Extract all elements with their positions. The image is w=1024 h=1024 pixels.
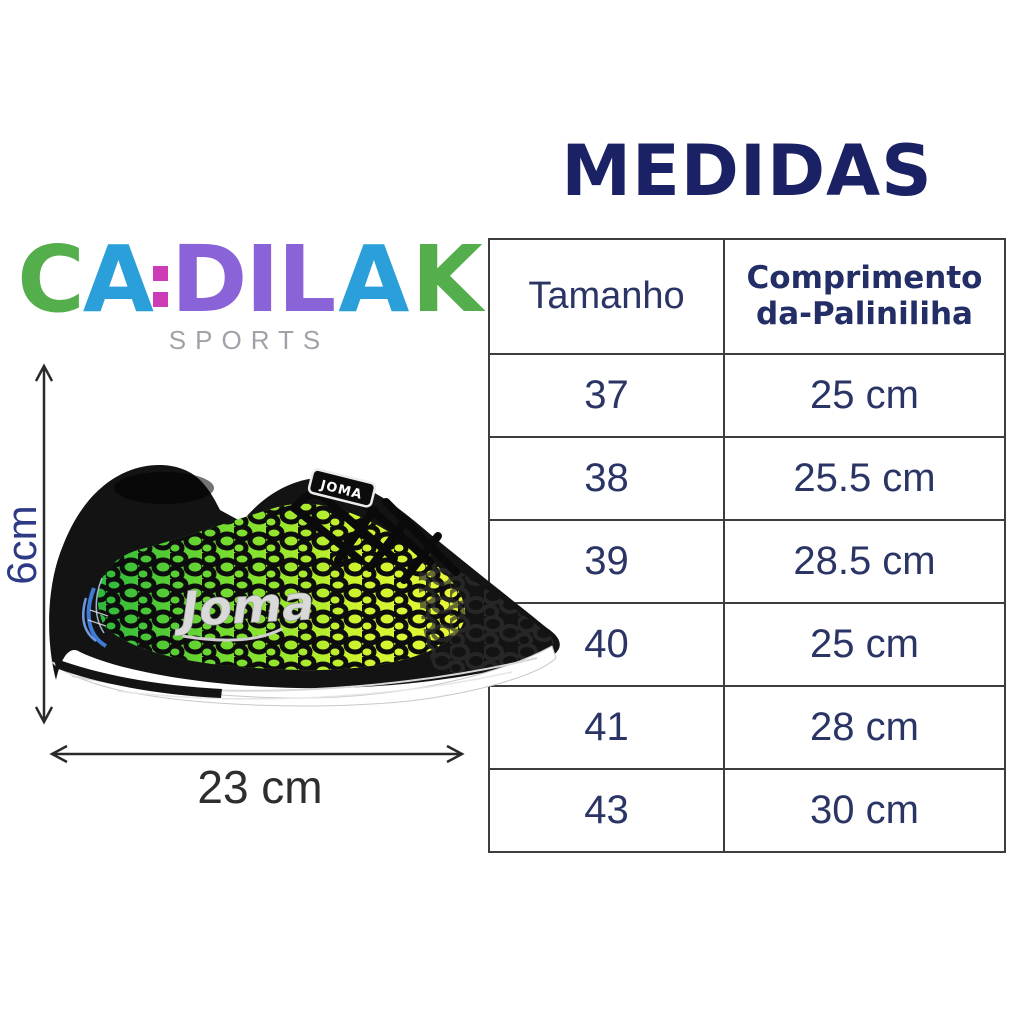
size-value: 39 (584, 539, 629, 583)
width-dimension-arrow (49, 744, 465, 764)
table-row-length-cell: 30 cm (723, 768, 1004, 851)
logo-accent-square (153, 265, 168, 307)
size-table: Tamanho Comprimento da-Paliniliha 37 25 … (488, 238, 1006, 853)
height-dimension-arrow (34, 363, 54, 725)
shoe-heel-accent (82, 577, 109, 648)
table-header-tamanho: Tamanho (490, 240, 723, 353)
length-value: 30 cm (810, 788, 919, 832)
length-value: 28 cm (810, 705, 919, 749)
size-value: 43 (584, 788, 629, 832)
length-value: 25 cm (810, 373, 919, 417)
logo-letter: K (411, 226, 482, 333)
logo-letter: I (245, 226, 279, 333)
logo-letter: L (277, 226, 337, 333)
side-logo-text: Joma (172, 575, 316, 638)
height-dimension-label: 6cm (0, 505, 45, 585)
shoe-collar-shadow (114, 472, 214, 504)
logo-letter: C (17, 226, 85, 333)
table-row-size-cell: 41 (490, 685, 723, 768)
header-label-line2: da-Paliniliha (756, 295, 973, 332)
shoe-side-logo: Joma (171, 575, 316, 642)
table-row-length-cell: 28.5 cm (723, 519, 1004, 602)
table-row-length-cell: 25 cm (723, 353, 1004, 436)
table-row-size-cell: 37 (490, 353, 723, 436)
logo-letter: A (82, 226, 154, 333)
logo-letter: D (171, 226, 247, 333)
brand-subtitle: SPORTS (168, 324, 330, 355)
page-title: MEDIDAS (561, 130, 933, 212)
product-shoe-image: JOMA Joma (49, 465, 560, 707)
width-dimension-label: 23 cm (197, 761, 323, 813)
size-value: 40 (584, 622, 629, 666)
length-value: 25 cm (810, 622, 919, 666)
header-label: Tamanho (528, 275, 685, 317)
table-row-length-cell: 28 cm (723, 685, 1004, 768)
logo-letter: A (338, 226, 409, 333)
length-value: 25.5 cm (793, 456, 936, 500)
size-value: 38 (584, 456, 629, 500)
table-row-size-cell: 38 (490, 436, 723, 519)
size-value: 37 (584, 373, 629, 417)
shoe-heel-rand (54, 658, 222, 698)
length-value: 28.5 cm (793, 539, 936, 583)
table-row-length-cell: 25.5 cm (723, 436, 1004, 519)
table-row-length-cell: 25 cm (723, 602, 1004, 685)
table-row-size-cell: 39 (490, 519, 723, 602)
table-row-size-cell: 40 (490, 602, 723, 685)
header-label-line1: Comprimento (746, 259, 983, 296)
size-value: 41 (584, 705, 629, 749)
shoe-toe-texture (418, 548, 555, 676)
shoe-tongue-tag: JOMA (307, 468, 377, 508)
table-header-comprimento: Comprimento da-Paliniliha (723, 240, 1004, 353)
table-row-size-cell: 43 (490, 768, 723, 851)
